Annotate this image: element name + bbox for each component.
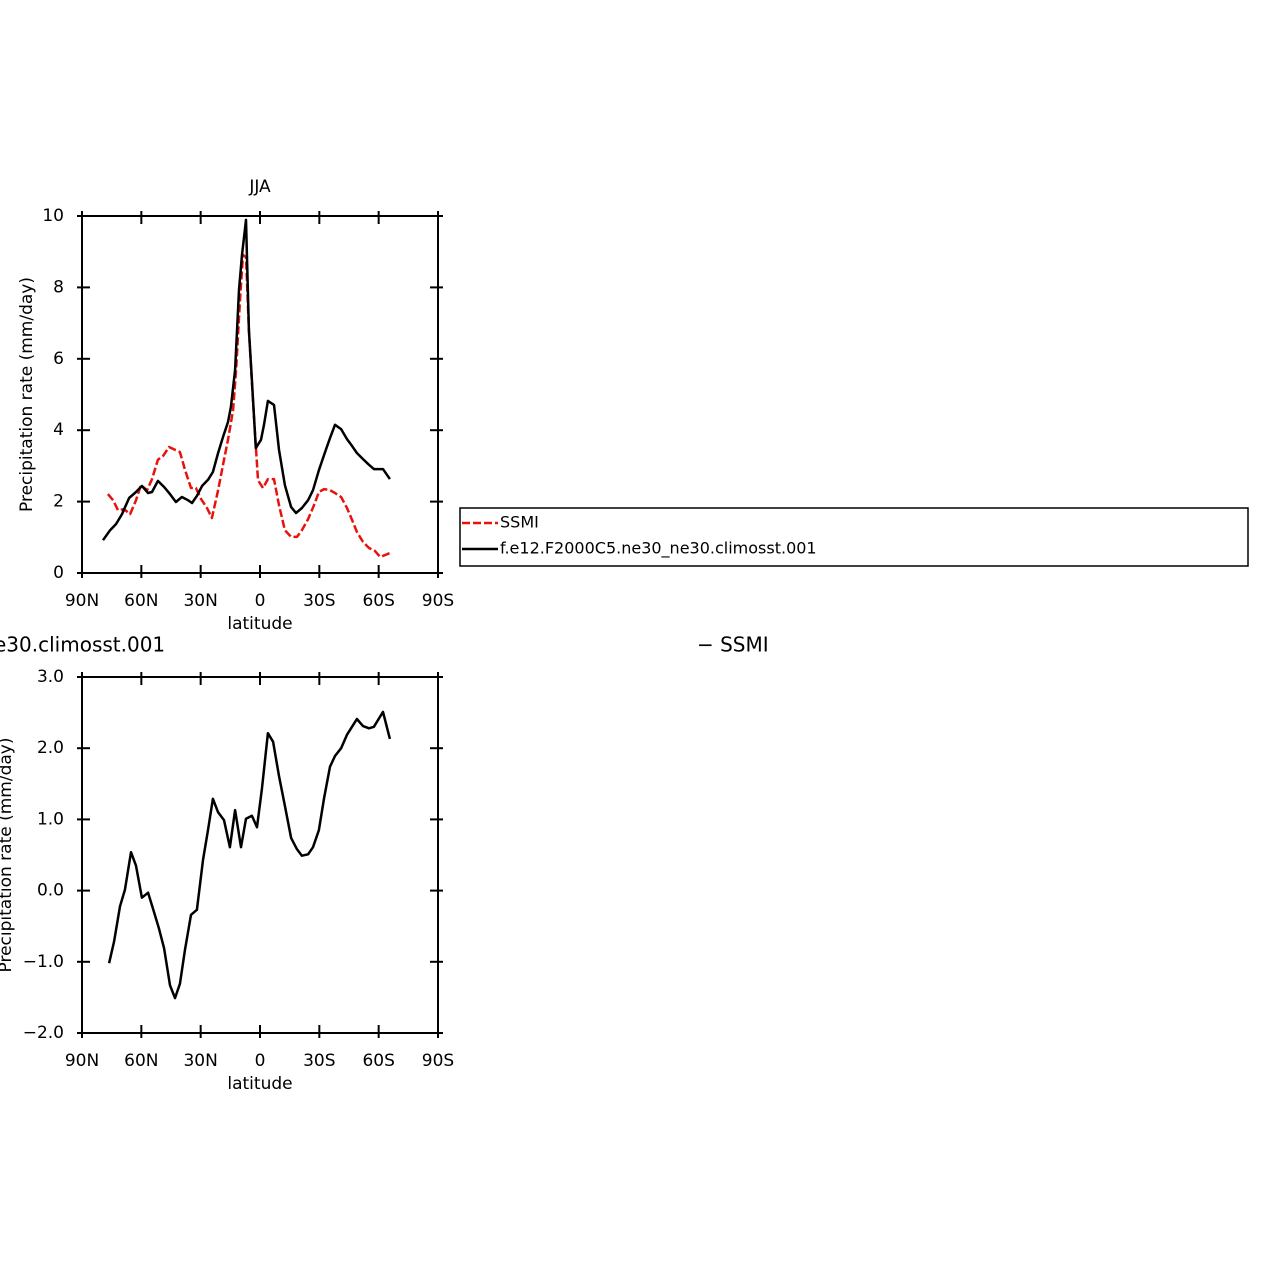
y-tick-label: 10 [42,206,64,226]
x-tick-label: 90S [422,591,454,611]
x-tick-label: 60S [362,1051,394,1071]
y-tick-label: 1.0 [37,809,64,829]
x-axis-label: latitude [227,1074,292,1094]
y-tick-label: 2.0 [37,738,64,758]
y-tick-label: 4 [53,420,64,440]
x-tick-label: 0 [255,1051,266,1071]
legend-box [459,507,1249,567]
y-axis-label: Precipitation rate (mm/day) [0,738,16,973]
x-tick-label: 0 [255,591,266,611]
y-tick-label: 6 [53,349,64,369]
y-tick-label: 8 [53,277,64,297]
x-tick-label: 60N [124,591,158,611]
y-tick-label: 0.0 [37,881,64,901]
chart-title: e30.climosst.001 [0,633,165,657]
y-tick-label: 3.0 [37,667,64,687]
y-tick-label: −2.0 [23,1023,64,1043]
y-axis-label: Precipitation rate (mm/day) [17,277,37,512]
y-tick-label: 2 [53,492,64,512]
data-line [107,710,392,1000]
legend-label: f.e12.F2000C5.ne30_ne30.climosst.001 [500,539,817,559]
x-tick-label: 90N [65,1051,99,1071]
y-tick-label: −1.0 [23,952,64,972]
y-tick-label: 0 [53,563,64,583]
chart-title: − SSMI [697,633,769,657]
data-line [101,218,391,541]
x-tick-label: 60S [362,591,394,611]
chart-title: JJA [248,177,271,197]
legend-label: SSMI [500,513,539,532]
x-tick-label: 30N [183,591,217,611]
x-tick-label: 90N [65,591,99,611]
x-tick-label: 30S [303,1051,335,1071]
x-axis-label: latitude [227,614,292,634]
x-tick-label: 90S [422,1051,454,1071]
x-tick-label: 30N [183,1051,217,1071]
x-tick-label: 60N [124,1051,158,1071]
x-tick-label: 30S [303,591,335,611]
